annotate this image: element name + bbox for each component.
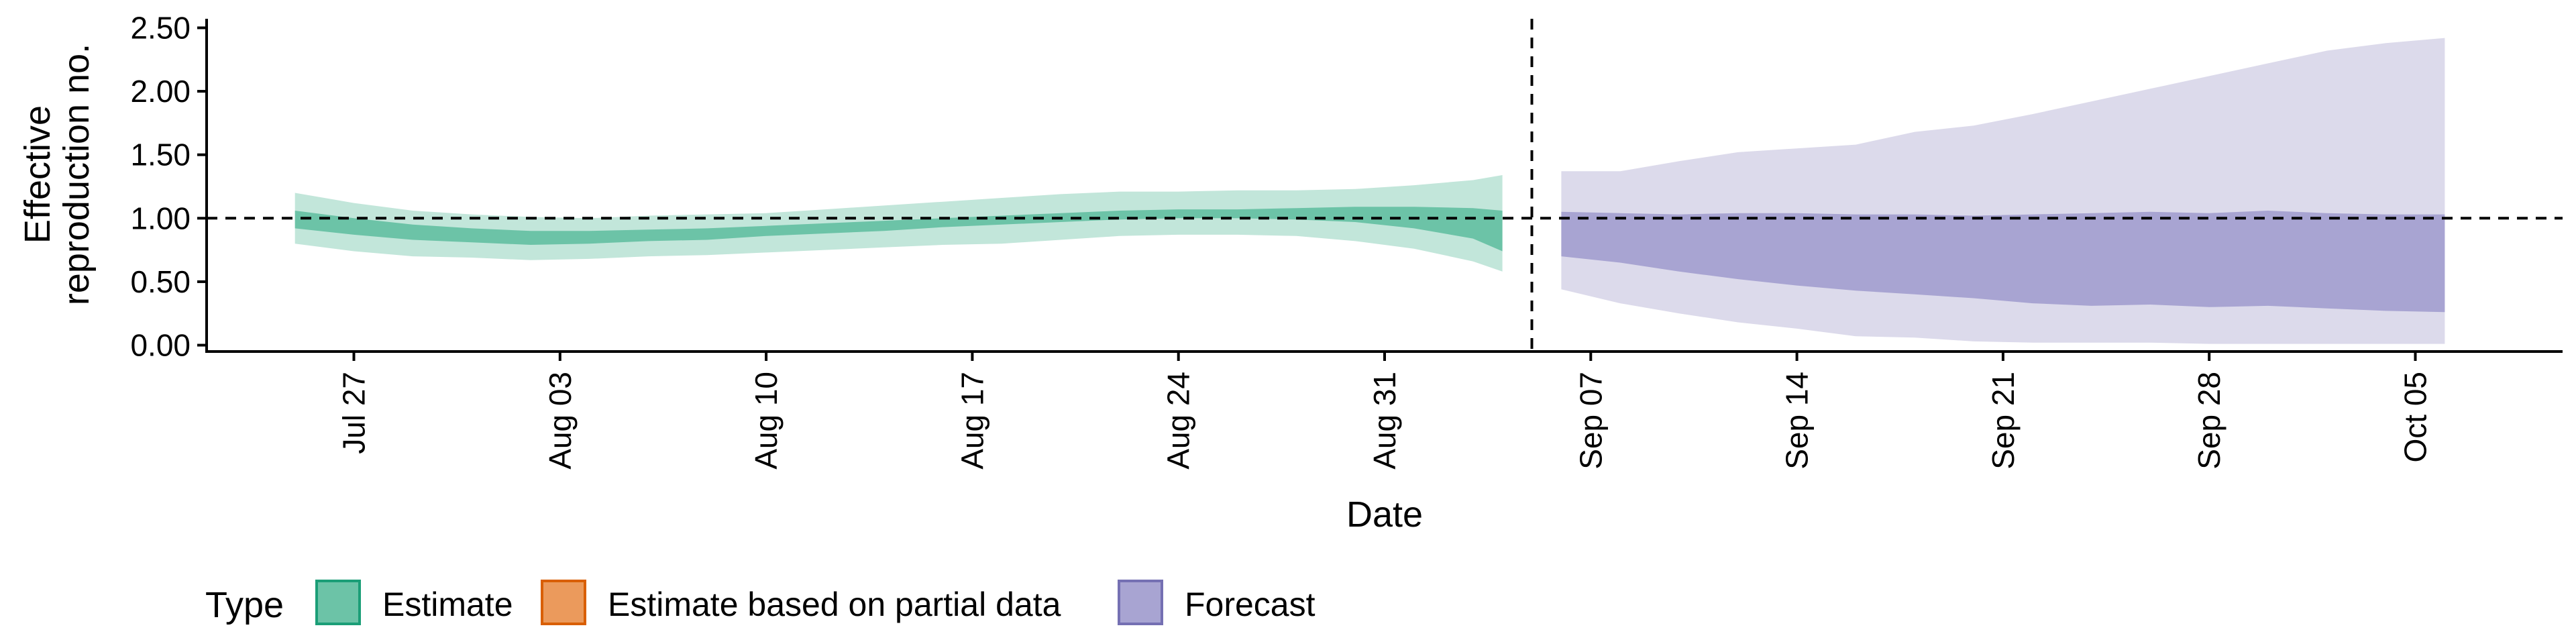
y-tick-label: 2.00: [130, 74, 191, 109]
y-axis-title-line: reproduction no.: [56, 44, 97, 305]
x-tick-label: Aug 17: [955, 372, 989, 470]
y-tick-label: 2.50: [130, 10, 191, 45]
x-tick-label: Sep 07: [1573, 372, 1608, 470]
y-tick-label: 0.00: [130, 328, 191, 363]
legend-label: Forecast: [1185, 586, 1316, 623]
legend-key: [541, 580, 586, 625]
x-tick-label: Aug 31: [1367, 372, 1402, 470]
legend-label: Estimate based on partial data: [608, 586, 1061, 623]
legend-title: Type: [205, 585, 284, 625]
x-tick-label: Sep 28: [2192, 372, 2226, 470]
forecast-inner-band: [1561, 211, 2445, 313]
x-tick-label: Oct 05: [2398, 372, 2433, 463]
x-tick-label: Aug 10: [749, 372, 784, 470]
x-tick-label: Sep 21: [1986, 372, 2021, 470]
x-tick-label: Sep 14: [1780, 372, 1815, 470]
x-tick-label: Aug 03: [543, 372, 578, 470]
estimate-inner-band: [294, 207, 1503, 252]
legend-key: [315, 580, 361, 625]
x-tick-label: Jul 27: [337, 372, 372, 454]
legend-key: [1118, 580, 1163, 625]
y-axis-title-line: Effective: [17, 105, 58, 244]
y-tick-label: 0.50: [130, 264, 191, 299]
x-axis-title: Date: [1346, 494, 1423, 535]
legend-label: Estimate: [382, 586, 513, 623]
x-tick-label: Aug 24: [1161, 372, 1196, 470]
y-tick-label: 1.50: [130, 138, 191, 172]
y-tick-label: 1.00: [130, 201, 191, 235]
